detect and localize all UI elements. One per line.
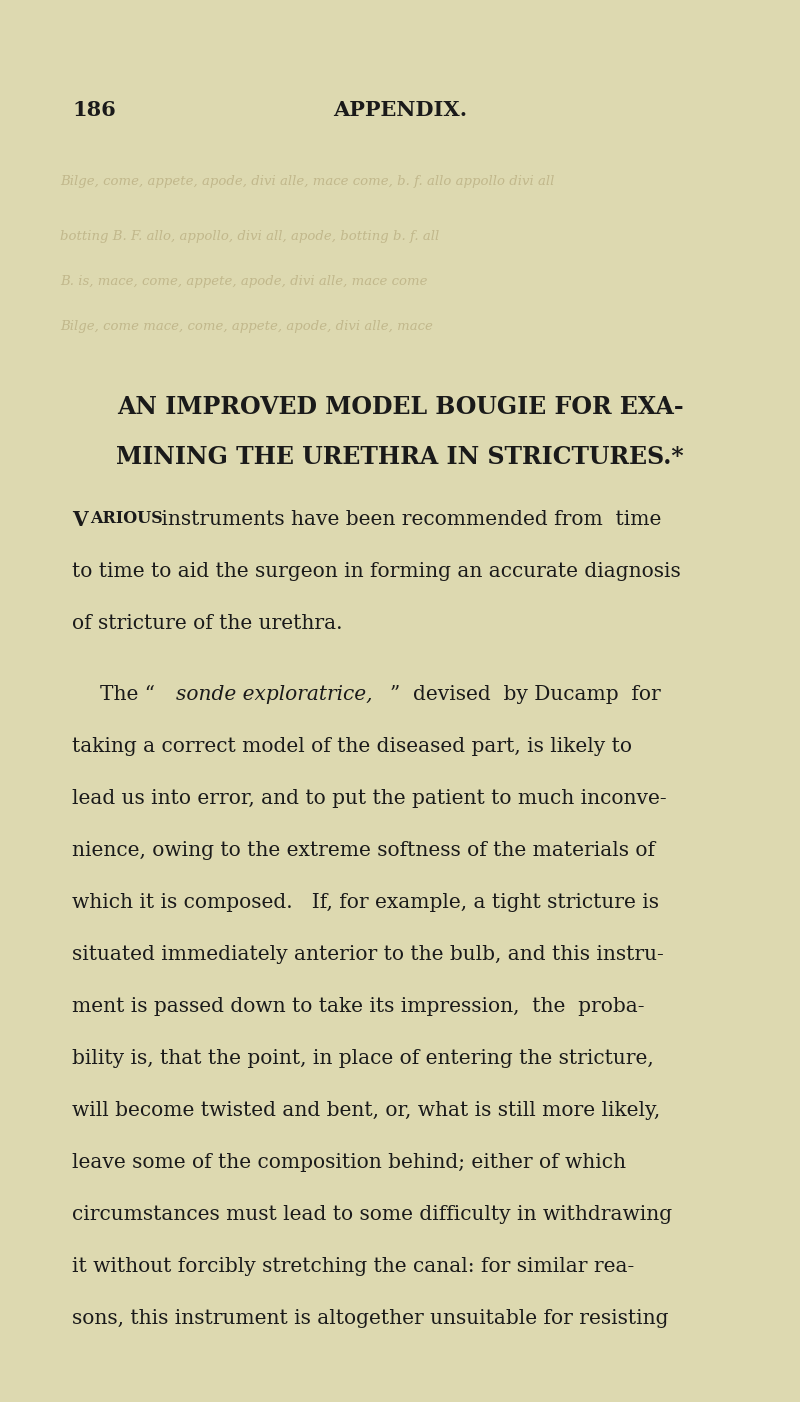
Text: to time to aid the surgeon in forming an accurate diagnosis: to time to aid the surgeon in forming an…	[72, 562, 681, 580]
Text: of stricture of the urethra.: of stricture of the urethra.	[72, 614, 342, 632]
Text: Bilge, come mace, come, appete, apode, divi alle, mace: Bilge, come mace, come, appete, apode, d…	[60, 320, 433, 334]
Text: will become twisted and bent, or, what is still more likely,: will become twisted and bent, or, what i…	[72, 1101, 660, 1120]
Text: leave some of the composition behind; either of which: leave some of the composition behind; ei…	[72, 1152, 626, 1172]
Text: it without forcibly stretching the canal: for similar rea-: it without forcibly stretching the canal…	[72, 1258, 634, 1276]
Text: sonde exploratrice,: sonde exploratrice,	[176, 686, 373, 704]
Text: B. is, mace, come, appete, apode, divi alle, mace come: B. is, mace, come, appete, apode, divi a…	[60, 275, 427, 287]
Text: The “: The “	[100, 686, 162, 704]
Text: which it is composed.   If, for example, a tight stricture is: which it is composed. If, for example, a…	[72, 893, 659, 911]
Text: circumstances must lead to some difficulty in withdrawing: circumstances must lead to some difficul…	[72, 1204, 672, 1224]
Text: ment is passed down to take its impression,  the  proba-: ment is passed down to take its impressi…	[72, 997, 645, 1016]
Text: 186: 186	[72, 100, 116, 121]
Text: ”  devised  by Ducamp  for: ” devised by Ducamp for	[390, 686, 661, 704]
Text: nience, owing to the extreme softness of the materials of: nience, owing to the extreme softness of…	[72, 841, 655, 859]
Text: APPENDIX.: APPENDIX.	[333, 100, 467, 121]
Text: V: V	[72, 510, 88, 530]
Text: AN IMPROVED MODEL BOUGIE FOR EXA-: AN IMPROVED MODEL BOUGIE FOR EXA-	[117, 395, 683, 419]
Text: lead us into error, and to put the patient to much inconve-: lead us into error, and to put the patie…	[72, 789, 666, 808]
Text: situated immediately anterior to the bulb, and this instru-: situated immediately anterior to the bul…	[72, 945, 664, 965]
Text: Bilge, come, appete, apode, divi alle, mace come, b. f. allo appollo divi all: Bilge, come, appete, apode, divi alle, m…	[60, 175, 554, 188]
Text: instruments have been recommended from  time: instruments have been recommended from t…	[155, 510, 662, 529]
Text: sons, this instrument is altogether unsuitable for resisting: sons, this instrument is altogether unsu…	[72, 1309, 669, 1328]
Text: ARIOUS: ARIOUS	[90, 510, 162, 527]
Text: botting B. F. allo, appollo, divi all, apode, botting b. f. all: botting B. F. allo, appollo, divi all, a…	[60, 230, 439, 243]
Text: MINING THE URETHRA IN STRICTURES.*: MINING THE URETHRA IN STRICTURES.*	[116, 444, 684, 470]
Text: bility is, that the point, in place of entering the stricture,: bility is, that the point, in place of e…	[72, 1049, 654, 1068]
Text: taking a correct model of the diseased part, is likely to: taking a correct model of the diseased p…	[72, 737, 632, 756]
